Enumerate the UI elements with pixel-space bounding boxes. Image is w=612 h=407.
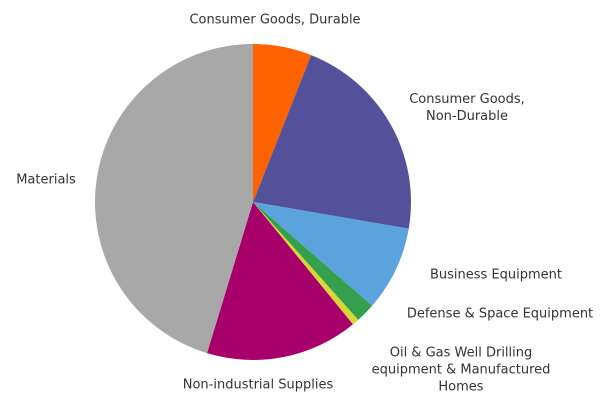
slice-label: Defense & Space Equipment xyxy=(406,306,594,322)
slice-label: Materials xyxy=(16,172,76,188)
slice-label: Consumer Goods, Durable xyxy=(189,12,361,28)
slice-label: Business Equipment xyxy=(429,267,563,283)
pie-slice xyxy=(95,44,253,354)
pie-slice xyxy=(253,55,411,229)
pie-slice xyxy=(253,202,373,320)
slice-label: Non-industrial Supplies xyxy=(182,377,334,393)
pie-slice xyxy=(253,44,312,202)
pie-slice xyxy=(253,202,409,306)
pie-slice xyxy=(207,202,353,360)
slice-label: Oil & Gas Well Drilling equipment & Manu… xyxy=(371,345,551,395)
pie-slice xyxy=(253,202,359,325)
slice-label: Consumer Goods, Non-Durable xyxy=(409,92,525,124)
